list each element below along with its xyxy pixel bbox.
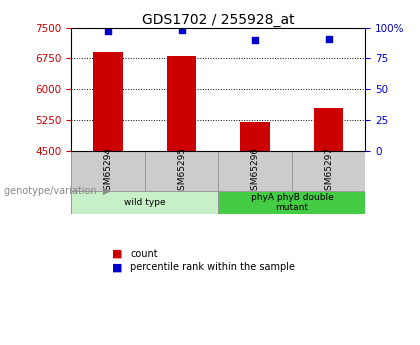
Bar: [167, 56, 197, 151]
Text: GSM65296: GSM65296: [251, 147, 260, 196]
Bar: [71, 151, 145, 191]
Text: GSM65295: GSM65295: [177, 147, 186, 196]
Point: [252, 37, 259, 43]
Point: [178, 27, 185, 33]
Text: ■: ■: [113, 249, 123, 258]
Bar: [218, 151, 292, 191]
Bar: [241, 122, 270, 151]
Text: count: count: [130, 249, 158, 258]
Bar: [292, 151, 365, 191]
Text: GSM65294: GSM65294: [104, 147, 113, 196]
Bar: [218, 191, 365, 214]
Text: wild type: wild type: [124, 198, 166, 207]
Text: ■: ■: [113, 263, 123, 272]
Text: percentile rank within the sample: percentile rank within the sample: [130, 263, 295, 272]
Bar: [94, 52, 123, 151]
Text: GSM65297: GSM65297: [324, 147, 333, 196]
Point: [325, 36, 332, 41]
Point: [105, 29, 112, 34]
Text: phyA phyB double
mutant: phyA phyB double mutant: [250, 193, 333, 213]
Bar: [314, 108, 344, 151]
Bar: [145, 151, 218, 191]
Text: genotype/variation  ▶: genotype/variation ▶: [4, 186, 110, 196]
Bar: [71, 191, 218, 214]
Title: GDS1702 / 255928_at: GDS1702 / 255928_at: [142, 12, 295, 27]
